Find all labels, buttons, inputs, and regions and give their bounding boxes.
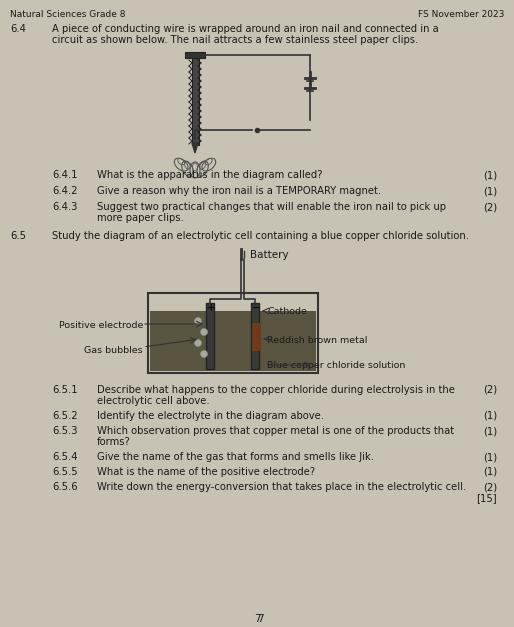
- Polygon shape: [192, 143, 198, 153]
- Text: Give a reason why the iron nail is a TEMPORARY magnet.: Give a reason why the iron nail is a TEM…: [97, 186, 381, 196]
- Text: Gas bubbles: Gas bubbles: [84, 346, 143, 355]
- Text: (1): (1): [483, 452, 497, 462]
- Text: Give the name of the gas that forms and smells like Jik.: Give the name of the gas that forms and …: [97, 452, 374, 462]
- Text: Suggest two practical changes that will enable the iron nail to pick up: Suggest two practical changes that will …: [97, 202, 446, 212]
- Text: (1): (1): [483, 426, 497, 436]
- Text: (1): (1): [483, 411, 497, 421]
- Text: Identify the electrolyte in the diagram above.: Identify the electrolyte in the diagram …: [97, 411, 324, 421]
- Text: (1): (1): [483, 170, 497, 180]
- Text: forms?: forms?: [97, 437, 131, 447]
- Text: 6.5.1: 6.5.1: [52, 385, 78, 395]
- Text: +: +: [207, 303, 216, 313]
- Bar: [150, 311, 316, 371]
- Text: −: −: [252, 303, 261, 313]
- Bar: [251, 303, 259, 369]
- Text: A piece of conducting wire is wrapped around an iron nail and connected in a: A piece of conducting wire is wrapped ar…: [52, 24, 439, 34]
- Text: 6.5.6: 6.5.6: [52, 482, 78, 492]
- Text: Natural Sciences Grade 8: Natural Sciences Grade 8: [10, 10, 125, 19]
- Text: Cathode: Cathode: [267, 307, 307, 316]
- Text: 6.5.2: 6.5.2: [52, 411, 78, 421]
- Text: [15]: [15]: [476, 493, 497, 503]
- Text: Study the diagram of an electrolytic cell containing a blue copper chloride solu: Study the diagram of an electrolytic cel…: [52, 231, 469, 241]
- Text: Describe what happens to the copper chloride during electrolysis in the: Describe what happens to the copper chlo…: [97, 385, 455, 395]
- Text: (1): (1): [483, 186, 497, 196]
- Text: 6.5.4: 6.5.4: [52, 452, 78, 462]
- Text: What is the apparatus in the diagram called?: What is the apparatus in the diagram cal…: [97, 170, 322, 180]
- Text: Battery: Battery: [250, 250, 289, 260]
- Text: (2): (2): [483, 202, 497, 212]
- Text: 6.4: 6.4: [10, 24, 26, 34]
- Text: (2): (2): [483, 385, 497, 395]
- Bar: [185, 52, 205, 58]
- Text: electrolytic cell above.: electrolytic cell above.: [97, 396, 210, 406]
- Text: Reddish brown metal: Reddish brown metal: [267, 336, 368, 345]
- Text: 6.4.3: 6.4.3: [52, 202, 78, 212]
- Bar: [206, 303, 214, 369]
- Text: circuit as shown below. The nail attracts a few stainless steel paper clips.: circuit as shown below. The nail attract…: [52, 35, 418, 45]
- Bar: [192, 58, 199, 145]
- Text: 6.5.3: 6.5.3: [52, 426, 78, 436]
- Text: more paper clips.: more paper clips.: [97, 213, 183, 223]
- Text: 7: 7: [257, 614, 264, 624]
- Circle shape: [200, 350, 208, 357]
- Text: 7: 7: [254, 614, 260, 624]
- Text: Which observation proves that copper metal is one of the products that: Which observation proves that copper met…: [97, 426, 454, 436]
- Text: 6.4.2: 6.4.2: [52, 186, 78, 196]
- Circle shape: [200, 329, 208, 335]
- Text: Positive electrode: Positive electrode: [59, 321, 143, 330]
- Text: FS November 2023: FS November 2023: [417, 10, 504, 19]
- Bar: [148, 293, 318, 373]
- Text: (2): (2): [483, 482, 497, 492]
- Circle shape: [194, 339, 201, 347]
- Text: What is the name of the positive electrode?: What is the name of the positive electro…: [97, 467, 315, 477]
- Text: 6.4.1: 6.4.1: [52, 170, 78, 180]
- Circle shape: [194, 317, 201, 325]
- Bar: [252, 323, 261, 351]
- Text: Blue copper chloride solution: Blue copper chloride solution: [267, 361, 406, 370]
- Text: Write down the energy-conversion that takes place in the electrolytic cell.: Write down the energy-conversion that ta…: [97, 482, 466, 492]
- Text: 6.5: 6.5: [10, 231, 26, 241]
- Text: 6.5.5: 6.5.5: [52, 467, 78, 477]
- Text: (1): (1): [483, 467, 497, 477]
